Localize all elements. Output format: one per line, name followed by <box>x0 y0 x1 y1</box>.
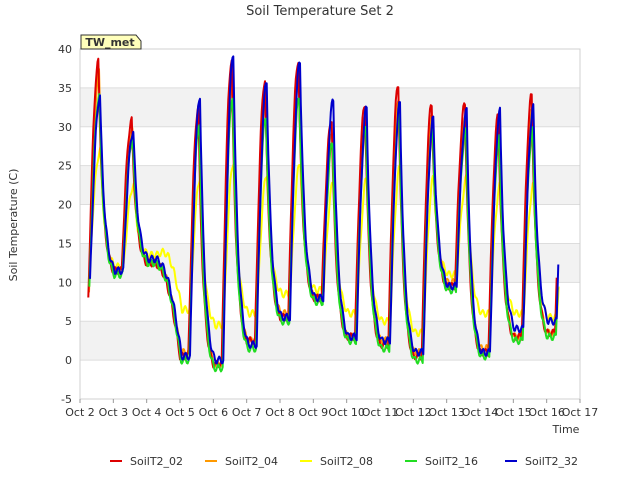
legend-label-soilt2_04: SoilT2_04 <box>225 455 278 468</box>
y-tick-label: -5 <box>61 393 72 406</box>
x-tick-label: Oct 11 <box>362 406 399 419</box>
plot-area <box>79 48 581 400</box>
grid-band <box>80 321 580 361</box>
x-tick-label: Oct 5 <box>165 406 195 419</box>
grid-band <box>80 49 580 88</box>
plot-background <box>80 48 580 400</box>
x-axis-label: Time <box>552 423 580 436</box>
x-tick-label: Oct 15 <box>495 406 532 419</box>
y-tick-label: 0 <box>65 354 72 367</box>
x-tick-label: Oct 17 <box>562 406 599 419</box>
y-tick-label: 35 <box>58 82 72 95</box>
x-tick-label: Oct 8 <box>265 406 295 419</box>
chart-title: Soil Temperature Set 2 <box>246 4 394 19</box>
legend-label-soilt2_16: SoilT2_16 <box>425 455 478 468</box>
y-tick-label: 5 <box>65 315 72 328</box>
y-tick-label: 10 <box>58 276 72 289</box>
series-line-soilt2_32 <box>89 55 560 365</box>
series-layer <box>87 55 560 373</box>
x-tick-label: Oct 2 <box>65 406 95 419</box>
legend-label-soilt2_02: SoilT2_02 <box>130 455 183 468</box>
x-tick-label: Oct 7 <box>232 406 262 419</box>
y-tick-label: 20 <box>58 199 72 212</box>
annotation-label: TW_met <box>85 36 134 49</box>
legend: SoilT2_02 SoilT2_04 SoilT2_08 SoilT2_16 Soil… <box>110 455 578 468</box>
x-tick-label: Oct 10 <box>328 406 365 419</box>
y-tick-label: 25 <box>58 160 72 173</box>
x-tick-label: Oct 6 <box>199 406 229 419</box>
y-tick-label: 40 <box>58 43 72 56</box>
x-tick-label: Oct 14 <box>462 406 499 419</box>
annotation-box: TW_met <box>80 34 142 50</box>
legend-label-soilt2_32: SoilT2_32 <box>525 455 578 468</box>
grid-band <box>80 282 580 322</box>
x-tick-label: Oct 9 <box>299 406 329 419</box>
y-axis-ticks: -5 0 5 10 15 20 25 30 35 40 <box>58 43 72 406</box>
y-tick-label: 15 <box>58 237 72 250</box>
x-tick-label: Oct 4 <box>132 406 162 419</box>
x-tick-label: Oct 13 <box>428 406 465 419</box>
x-tick-label: Oct 12 <box>395 406 432 419</box>
legend-label-soilt2_08: SoilT2_08 <box>320 455 373 468</box>
x-tick-label: Oct 16 <box>528 406 565 419</box>
grid-band <box>80 360 580 399</box>
x-axis-ticks: Oct 2 Oct 3 Oct 4 Oct 5 Oct 6 Oct 7 Oct 8 Oct 9… <box>65 399 598 419</box>
y-tick-label: 30 <box>58 121 72 134</box>
x-tick-label: Oct 3 <box>99 406 129 419</box>
y-axis-label: Soil Temperature (C) <box>7 169 20 282</box>
